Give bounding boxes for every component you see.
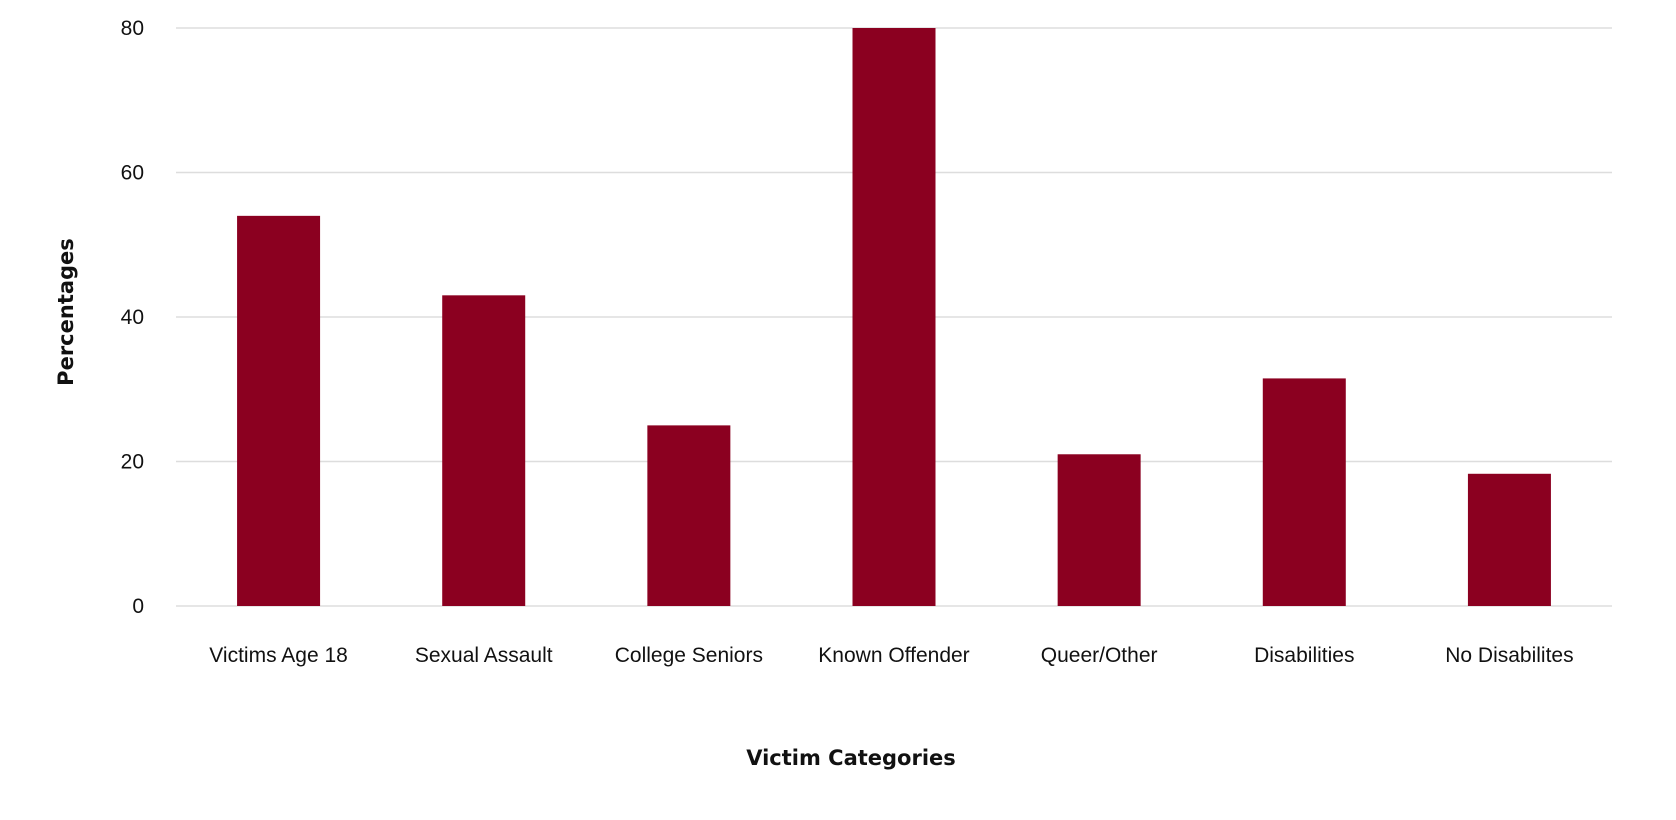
x-category-label: Disabilities	[1254, 644, 1354, 667]
x-category-label: No Disabilites	[1445, 644, 1573, 667]
x-category-label: Sexual Assault	[415, 644, 553, 667]
y-tick-label: 60	[121, 162, 144, 185]
bars	[237, 28, 1551, 606]
x-axis-categories: Victims Age 18 Sexual Assault College Seni…	[209, 644, 1573, 667]
y-tick-label: 80	[121, 17, 144, 40]
y-axis-title: Percentages	[54, 238, 78, 386]
bar	[1467, 473, 1551, 606]
y-axis-ticks: 0 20 40 60 80	[121, 17, 144, 618]
bar	[1262, 378, 1346, 606]
bar	[1057, 454, 1141, 606]
y-tick-label: 0	[132, 595, 144, 618]
x-axis-title: Victim Categories	[746, 746, 956, 770]
x-category-label: Queer/Other	[1041, 644, 1158, 667]
bar	[647, 425, 731, 606]
y-tick-label: 20	[121, 451, 144, 474]
x-category-label: College Seniors	[615, 644, 763, 667]
x-category-label: Victims Age 18	[209, 644, 348, 667]
x-category-label: Known Offender	[818, 644, 969, 667]
y-tick-label: 40	[121, 306, 144, 329]
bar	[852, 28, 936, 606]
bar	[237, 215, 321, 606]
bar	[442, 295, 526, 606]
